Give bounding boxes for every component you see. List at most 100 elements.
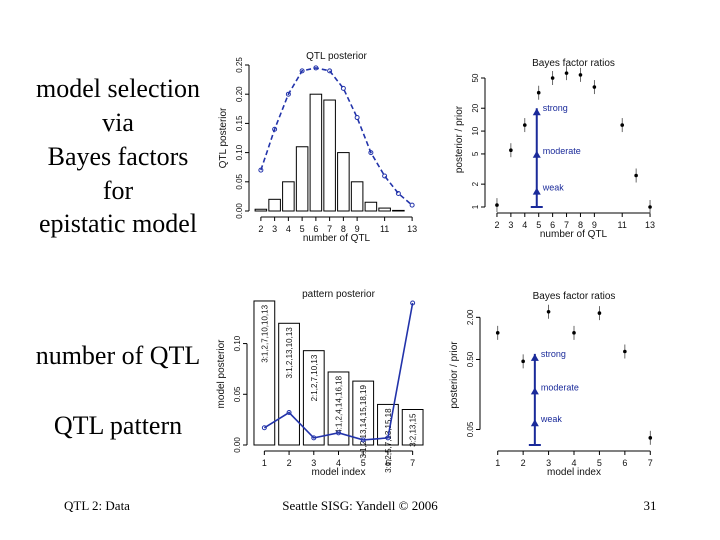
bar: [302, 350, 325, 446]
line-point: [336, 430, 341, 436]
x-tick-label: 7: [327, 224, 332, 234]
x-tick-label: 5: [597, 458, 602, 468]
annotation: weak: [540, 414, 563, 424]
y-tick-label: 1: [471, 204, 480, 209]
bar: [309, 93, 323, 212]
bar: [253, 300, 276, 446]
line-point: [299, 68, 305, 74]
bar: [327, 371, 350, 446]
line-point: [410, 300, 416, 306]
x-tick-label: 7: [648, 458, 653, 468]
x-tick-label: 6: [550, 220, 555, 230]
x-tick-label: 1: [262, 458, 267, 468]
arrow-head: [532, 108, 541, 116]
y-axis-title: posterior / prior: [449, 341, 460, 409]
footer: QTL 2: Data Seattle SISG: Yandell © 2006…: [64, 498, 656, 513]
page-number: 31: [644, 498, 657, 513]
point: [648, 436, 653, 440]
x-tick-label: 7: [410, 458, 415, 468]
x-tick-label: 1: [495, 458, 500, 468]
x-tick-label: 7: [564, 220, 569, 230]
footer-center: Seattle SISG: Yandell © 2006: [282, 498, 438, 513]
point: [495, 203, 499, 207]
point: [597, 311, 602, 315]
x-tick-label: 11: [618, 220, 627, 230]
arrow-head: [532, 150, 541, 158]
bar: [392, 209, 405, 212]
bar-label: 3:1,2,13,10,13: [285, 327, 294, 379]
line-point: [285, 91, 291, 97]
point: [536, 90, 541, 95]
bar: [350, 181, 364, 212]
x-tick-label: 2: [494, 220, 499, 230]
point: [572, 331, 576, 335]
heading-line: via: [102, 108, 134, 137]
x-tick-label: 2: [258, 224, 263, 234]
y-axis-title: model posterior: [216, 339, 227, 409]
annotation: strong: [543, 103, 568, 113]
line-point: [272, 126, 278, 132]
point: [550, 76, 555, 80]
x-tick-label: 5: [536, 220, 541, 230]
row-label: number of QTL: [36, 341, 201, 370]
bar-label: 3:1,2,5,7,13,15,18: [384, 408, 393, 473]
x-axis-title: model index: [312, 467, 366, 478]
x-tick-label: 8: [341, 224, 346, 234]
point: [564, 71, 569, 75]
x-tick-label: 2: [287, 458, 292, 468]
line-point: [360, 437, 366, 443]
line-point: [354, 115, 360, 121]
y-tick-label: 2.00: [466, 309, 475, 325]
y-tick-label: 0.15: [235, 115, 244, 131]
line-point: [368, 150, 374, 156]
y-axis-title: QTL posterior: [218, 107, 229, 168]
y-tick-label: 0.50: [466, 351, 475, 367]
point: [509, 148, 513, 152]
annotation: moderate: [543, 146, 581, 156]
chart: Bayes factor ratios number of QTL posterio…: [454, 58, 655, 240]
bar-label: 3:1,2,7,10,10,13: [260, 304, 269, 362]
bar-label: 3:2,13,15: [409, 413, 418, 447]
x-tick-label: 4: [571, 458, 576, 468]
x-tick-label: 6: [622, 458, 627, 468]
line-point: [261, 425, 267, 431]
line-point: [286, 410, 292, 416]
chart-title: QTL posterior: [306, 51, 367, 62]
heading-line: epistatic model: [39, 209, 197, 238]
bar: [254, 208, 268, 212]
bar: [323, 99, 336, 212]
bar: [364, 201, 378, 212]
x-tick-label: 3: [311, 458, 316, 468]
line: [260, 67, 413, 206]
x-tick-label: 9: [592, 220, 597, 230]
line-point: [385, 435, 391, 441]
line-point: [313, 65, 319, 71]
bar: [282, 181, 295, 212]
chart-title: Bayes factor ratios: [532, 58, 615, 69]
point: [620, 123, 625, 127]
y-tick-label: 0.00: [235, 203, 244, 219]
line-point: [340, 85, 346, 91]
x-axis-title: model index: [547, 467, 601, 478]
arrow-head: [532, 187, 541, 195]
point: [592, 85, 597, 89]
x-tick-label: 6: [385, 458, 390, 468]
y-tick-label: 10: [471, 126, 480, 135]
row-label: QTL pattern: [54, 411, 182, 440]
annotation: weak: [542, 183, 565, 193]
heading-line: Bayes factors: [48, 142, 189, 171]
bar: [278, 322, 300, 446]
point: [521, 359, 525, 364]
bar: [295, 146, 309, 212]
arrow-head: [530, 387, 539, 395]
heading-line: for: [103, 176, 134, 205]
point: [578, 73, 583, 77]
point: [648, 205, 652, 209]
x-tick-label: 5: [300, 224, 305, 234]
x-tick-label: 11: [380, 224, 389, 234]
y-tick-label: 0.10: [233, 335, 242, 351]
x-axis-title: number of QTL: [540, 229, 608, 240]
y-tick-label: 2: [471, 181, 480, 186]
arrow-head: [530, 353, 539, 361]
